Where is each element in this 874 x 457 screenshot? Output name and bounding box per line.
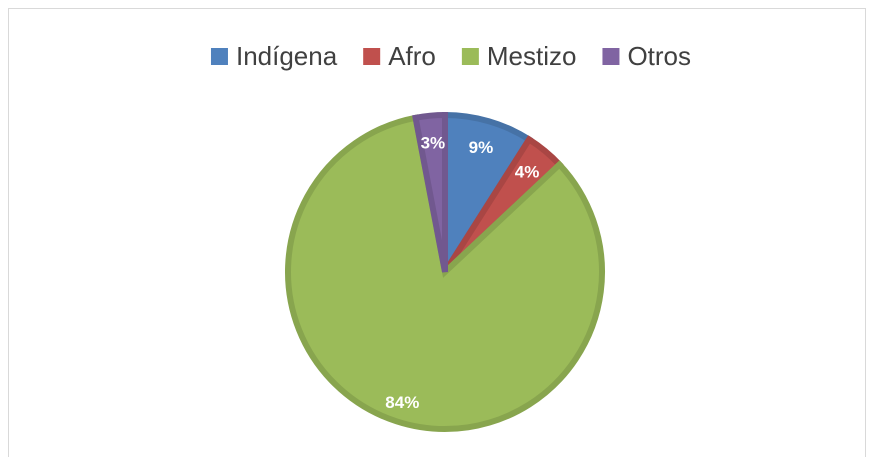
data-label: 4% (515, 162, 540, 181)
legend-label: Mestizo (487, 41, 577, 71)
pie-slice (285, 114, 605, 432)
data-label: 9% (469, 138, 494, 157)
legend-swatch (210, 48, 228, 65)
legend-swatch (602, 48, 620, 65)
legend-swatch (363, 48, 381, 65)
data-label: 3% (421, 133, 446, 152)
data-label: 84% (385, 393, 419, 412)
legend-label: Otros (627, 41, 691, 71)
pie-slice (412, 111, 448, 273)
legend-label: Afro (388, 41, 436, 71)
legend-label: Indígena (236, 41, 338, 71)
legend-swatch (461, 48, 479, 65)
